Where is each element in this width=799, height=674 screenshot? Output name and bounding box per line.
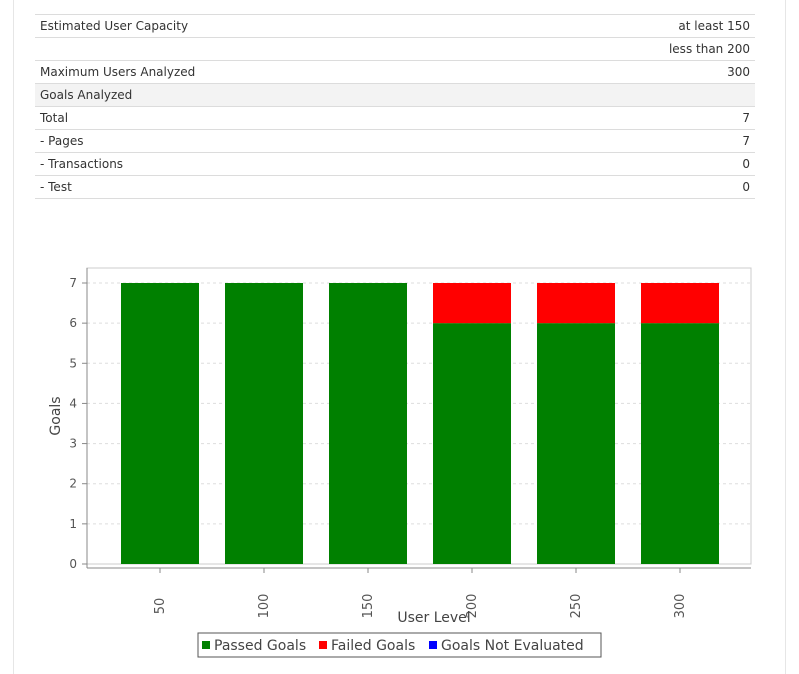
legend-label: Failed Goals (331, 638, 415, 654)
table-row: - Pages 7 (35, 129, 755, 153)
bar-passed-goals (537, 323, 615, 564)
row-label (35, 37, 500, 61)
legend-swatch (429, 641, 437, 649)
row-value: 7 (499, 129, 755, 153)
x-tick-label: 150 (361, 594, 376, 619)
row-value: 0 (499, 175, 755, 199)
x-tick-label: 300 (673, 594, 688, 619)
x-axis-label: User Level (397, 610, 470, 626)
row-label: Total (35, 106, 500, 130)
table-row: Maximum Users Analyzed 300 (35, 60, 755, 84)
x-tick-label: 100 (257, 594, 272, 619)
bar-passed-goals (433, 323, 511, 564)
legend-label: Goals Not Evaluated (441, 638, 584, 654)
x-tick-label: 50 (153, 598, 168, 615)
row-value (499, 83, 755, 107)
legend-swatch (319, 641, 327, 649)
y-tick-label: 5 (69, 356, 77, 370)
row-value: 7 (499, 106, 755, 130)
bar-passed-goals (329, 283, 407, 564)
y-axis-label: Goals (48, 396, 64, 435)
row-label: - Pages (35, 129, 500, 153)
bar-passed-goals (225, 283, 303, 564)
row-value: 0 (499, 152, 755, 176)
table-section-header: Goals Analyzed (35, 83, 755, 107)
row-label: Maximum Users Analyzed (35, 60, 500, 84)
y-tick-label: 0 (69, 557, 77, 571)
bar-passed-goals (641, 323, 719, 564)
summary-table: Estimated User Capacity at least 150 les… (35, 14, 755, 199)
table-row: Estimated User Capacity at least 150 (35, 14, 755, 38)
row-label: Estimated User Capacity (35, 14, 500, 38)
row-value: less than 200 (499, 37, 755, 61)
row-label: Goals Analyzed (35, 83, 500, 107)
y-tick-label: 3 (69, 437, 77, 451)
content-frame-right-border (785, 0, 786, 674)
bar-failed-goals (537, 283, 615, 324)
goals-chart-svg: 0 1 2 3 4 5 6 7 50 100 150 200 250 300 User Level Goals… (48, 267, 752, 658)
legend-box (197, 632, 602, 658)
legend-swatch (202, 641, 210, 649)
x-tick-label: 250 (569, 594, 584, 619)
legend-label: Passed Goals (214, 638, 306, 654)
table-row: Total 7 (35, 106, 755, 130)
row-value: 300 (499, 60, 755, 84)
y-tick-label: 4 (69, 396, 77, 410)
y-tick-label: 6 (69, 316, 77, 330)
goals-chart: 0 1 2 3 4 5 6 7 50 100 150 200 250 300 User Level Goals… (40, 258, 770, 658)
row-label: - Transactions (35, 152, 500, 176)
table-row: - Transactions 0 (35, 152, 755, 176)
table-row: - Test 0 (35, 175, 755, 199)
bar-failed-goals (641, 283, 719, 324)
content-frame-left-border (13, 0, 14, 674)
x-tick-label: 200 (465, 594, 480, 619)
row-label: - Test (35, 175, 500, 199)
y-tick-label: 1 (69, 517, 77, 531)
bar-failed-goals (433, 283, 511, 324)
y-tick-label: 2 (69, 477, 77, 491)
y-tick-label: 7 (69, 276, 77, 290)
row-value: at least 150 (499, 14, 755, 38)
bar-passed-goals (121, 283, 199, 564)
table-row: less than 200 (35, 37, 755, 61)
